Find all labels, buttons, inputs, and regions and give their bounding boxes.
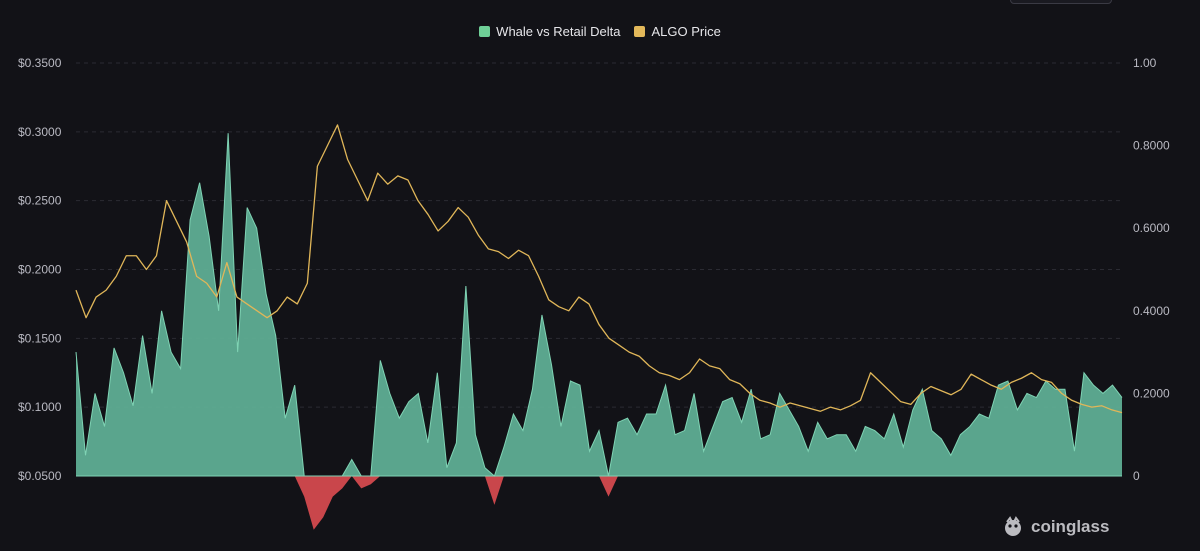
right-tick-label: 1.00	[1133, 56, 1157, 70]
left-tick-label: $0.2500	[18, 194, 62, 208]
legend-label-delta: Whale vs Retail Delta	[496, 24, 621, 39]
left-tick-label: $0.1500	[18, 331, 62, 345]
left-tick-label: $0.3000	[18, 125, 62, 139]
left-tick-label: $0.1000	[18, 400, 62, 414]
legend-swatch-price	[634, 26, 646, 37]
legend-swatch-delta	[479, 26, 491, 37]
right-tick-label: 0.8000	[1133, 139, 1170, 153]
left-tick-label: $0.3500	[18, 56, 62, 70]
legend-label-price: ALGO Price	[651, 24, 721, 39]
left-axis: $0.3500 $0.3000 $0.2500 $0.2000 $0.1500 $0.10…	[18, 56, 62, 483]
watermark-text: coinglass	[1031, 517, 1110, 536]
left-tick-label: $0.2000	[18, 263, 62, 277]
left-tick-label: $0.0500	[18, 469, 62, 483]
chart-legend: Whale vs Retail Delta ALGO Price	[0, 24, 1200, 39]
legend-item-price[interactable]: ALGO Price	[634, 24, 721, 39]
delta-negative-area	[76, 476, 1122, 530]
coinglass-watermark: coinglass	[1002, 516, 1109, 538]
right-axis: 1.00 0.8000 0.6000 0.4000 0.2000 0	[1133, 56, 1170, 483]
price-series	[75, 124, 1123, 414]
right-tick-label: 0	[1133, 469, 1140, 483]
right-tick-label: 0.6000	[1133, 221, 1170, 235]
delta-line	[75, 133, 1123, 477]
right-tick-label: 0.2000	[1133, 386, 1170, 400]
delta-positive-area	[76, 133, 1122, 476]
right-tick-label: 0.4000	[1133, 304, 1170, 318]
coinglass-logo-icon	[1005, 516, 1021, 536]
price-line	[75, 124, 1123, 414]
legend-item-delta[interactable]: Whale vs Retail Delta	[479, 24, 620, 39]
delta-series	[75, 133, 1123, 530]
